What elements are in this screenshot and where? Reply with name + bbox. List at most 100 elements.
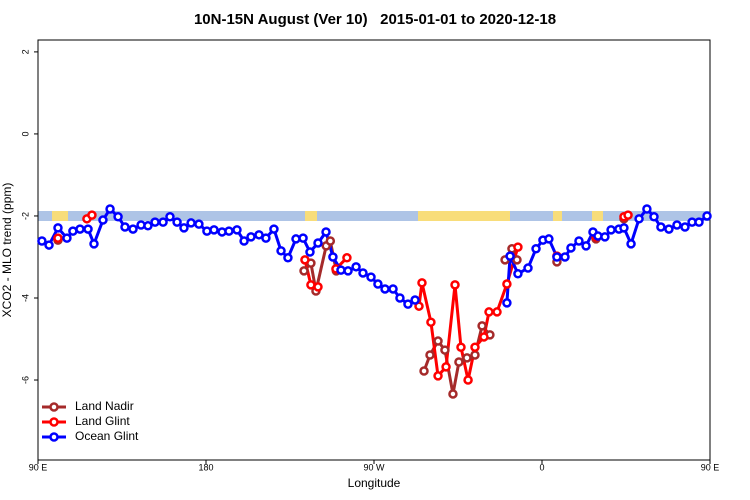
- data-point: [512, 255, 522, 265]
- data-point: [75, 224, 85, 234]
- land-patch: [52, 211, 68, 221]
- data-point: [410, 295, 420, 305]
- land-mask-band: [38, 211, 710, 221]
- land-patch: [418, 211, 510, 221]
- x-tick-label: 90 E: [701, 462, 720, 472]
- data-point: [425, 350, 435, 360]
- data-point: [395, 293, 405, 303]
- data-point: [450, 280, 460, 290]
- data-point: [470, 342, 480, 352]
- data-point: [479, 332, 489, 342]
- data-point: [462, 353, 472, 363]
- data-point: [560, 252, 570, 262]
- data-point: [276, 246, 286, 256]
- data-point: [261, 233, 271, 243]
- data-point: [470, 350, 480, 360]
- data-point: [642, 204, 652, 214]
- data-point: [98, 215, 108, 225]
- data-point: [232, 225, 242, 235]
- data-point: [441, 362, 451, 372]
- data-point: [694, 217, 704, 227]
- data-point: [433, 371, 443, 381]
- legend-label: Land Glint: [75, 414, 130, 428]
- x-tick-label: 180: [198, 462, 213, 472]
- data-point: [179, 223, 189, 233]
- data-point: [403, 299, 413, 309]
- x-tick-label: 90 W: [363, 462, 385, 472]
- data-point: [87, 210, 97, 220]
- data-point: [328, 252, 338, 262]
- land-patch: [592, 211, 603, 221]
- data-point: [299, 266, 309, 276]
- data-point: [325, 236, 336, 246]
- data-point: [342, 253, 352, 263]
- data-point: [83, 224, 93, 234]
- y-tick-label: -2: [20, 212, 30, 220]
- data-point: [239, 236, 249, 246]
- data-point: [574, 236, 584, 246]
- data-point: [448, 389, 458, 399]
- x-axis-label: Longitude: [348, 476, 401, 490]
- data-point: [440, 345, 450, 355]
- data-point: [113, 212, 123, 222]
- legend-marker: [49, 402, 59, 412]
- data-point: [150, 217, 160, 227]
- data-point: [158, 217, 168, 227]
- data-point: [619, 223, 629, 233]
- land-patch: [553, 211, 562, 221]
- data-point: [298, 233, 308, 243]
- data-point: [566, 243, 576, 253]
- data-point: [44, 240, 54, 250]
- data-point: [388, 284, 398, 294]
- data-point: [484, 307, 494, 317]
- data-point: [194, 219, 204, 229]
- data-point: [581, 241, 591, 251]
- data-point: [283, 253, 293, 263]
- data-point: [321, 227, 331, 237]
- data-point: [463, 375, 473, 385]
- y-tick-label: -6: [20, 376, 30, 384]
- data-point: [202, 226, 212, 236]
- data-point: [351, 262, 361, 272]
- data-point: [513, 269, 523, 279]
- data-point: [224, 226, 234, 236]
- data-point: [209, 225, 219, 235]
- legend-marker: [49, 417, 59, 427]
- data-point: [626, 239, 636, 249]
- data-point: [246, 232, 256, 242]
- data-point: [664, 224, 674, 234]
- y-axis-label: XCO2 - MLO trend (ppm): [0, 183, 14, 318]
- data-point: [680, 222, 690, 232]
- data-point: [426, 317, 436, 327]
- data-point: [313, 238, 323, 248]
- data-point: [502, 279, 512, 289]
- x-tick-label: 90 E: [29, 462, 48, 472]
- data-point: [366, 272, 376, 282]
- data-point: [53, 233, 63, 243]
- y-tick-label: 0: [20, 131, 30, 136]
- data-point: [186, 218, 196, 228]
- data-point: [523, 263, 533, 273]
- data-point: [305, 247, 315, 257]
- data-point: [492, 307, 502, 317]
- legend-label: Land Nadir: [75, 399, 134, 413]
- legend-marker: [49, 432, 59, 442]
- data-point: [373, 279, 383, 289]
- data-point: [433, 336, 443, 346]
- ocean-band: [38, 211, 710, 221]
- data-point: [343, 266, 353, 276]
- x-tick-label: 0: [539, 462, 544, 472]
- data-point: [656, 222, 666, 232]
- data-point: [165, 212, 175, 222]
- data-point: [89, 239, 99, 249]
- data-point: [623, 210, 633, 220]
- data-point: [53, 223, 63, 233]
- data-point: [505, 251, 515, 261]
- data-point: [606, 225, 616, 235]
- data-point: [544, 234, 554, 244]
- data-point: [456, 342, 466, 352]
- data-point: [313, 282, 323, 292]
- data-point: [380, 284, 390, 294]
- land-patch: [305, 211, 317, 221]
- data-point: [502, 298, 512, 308]
